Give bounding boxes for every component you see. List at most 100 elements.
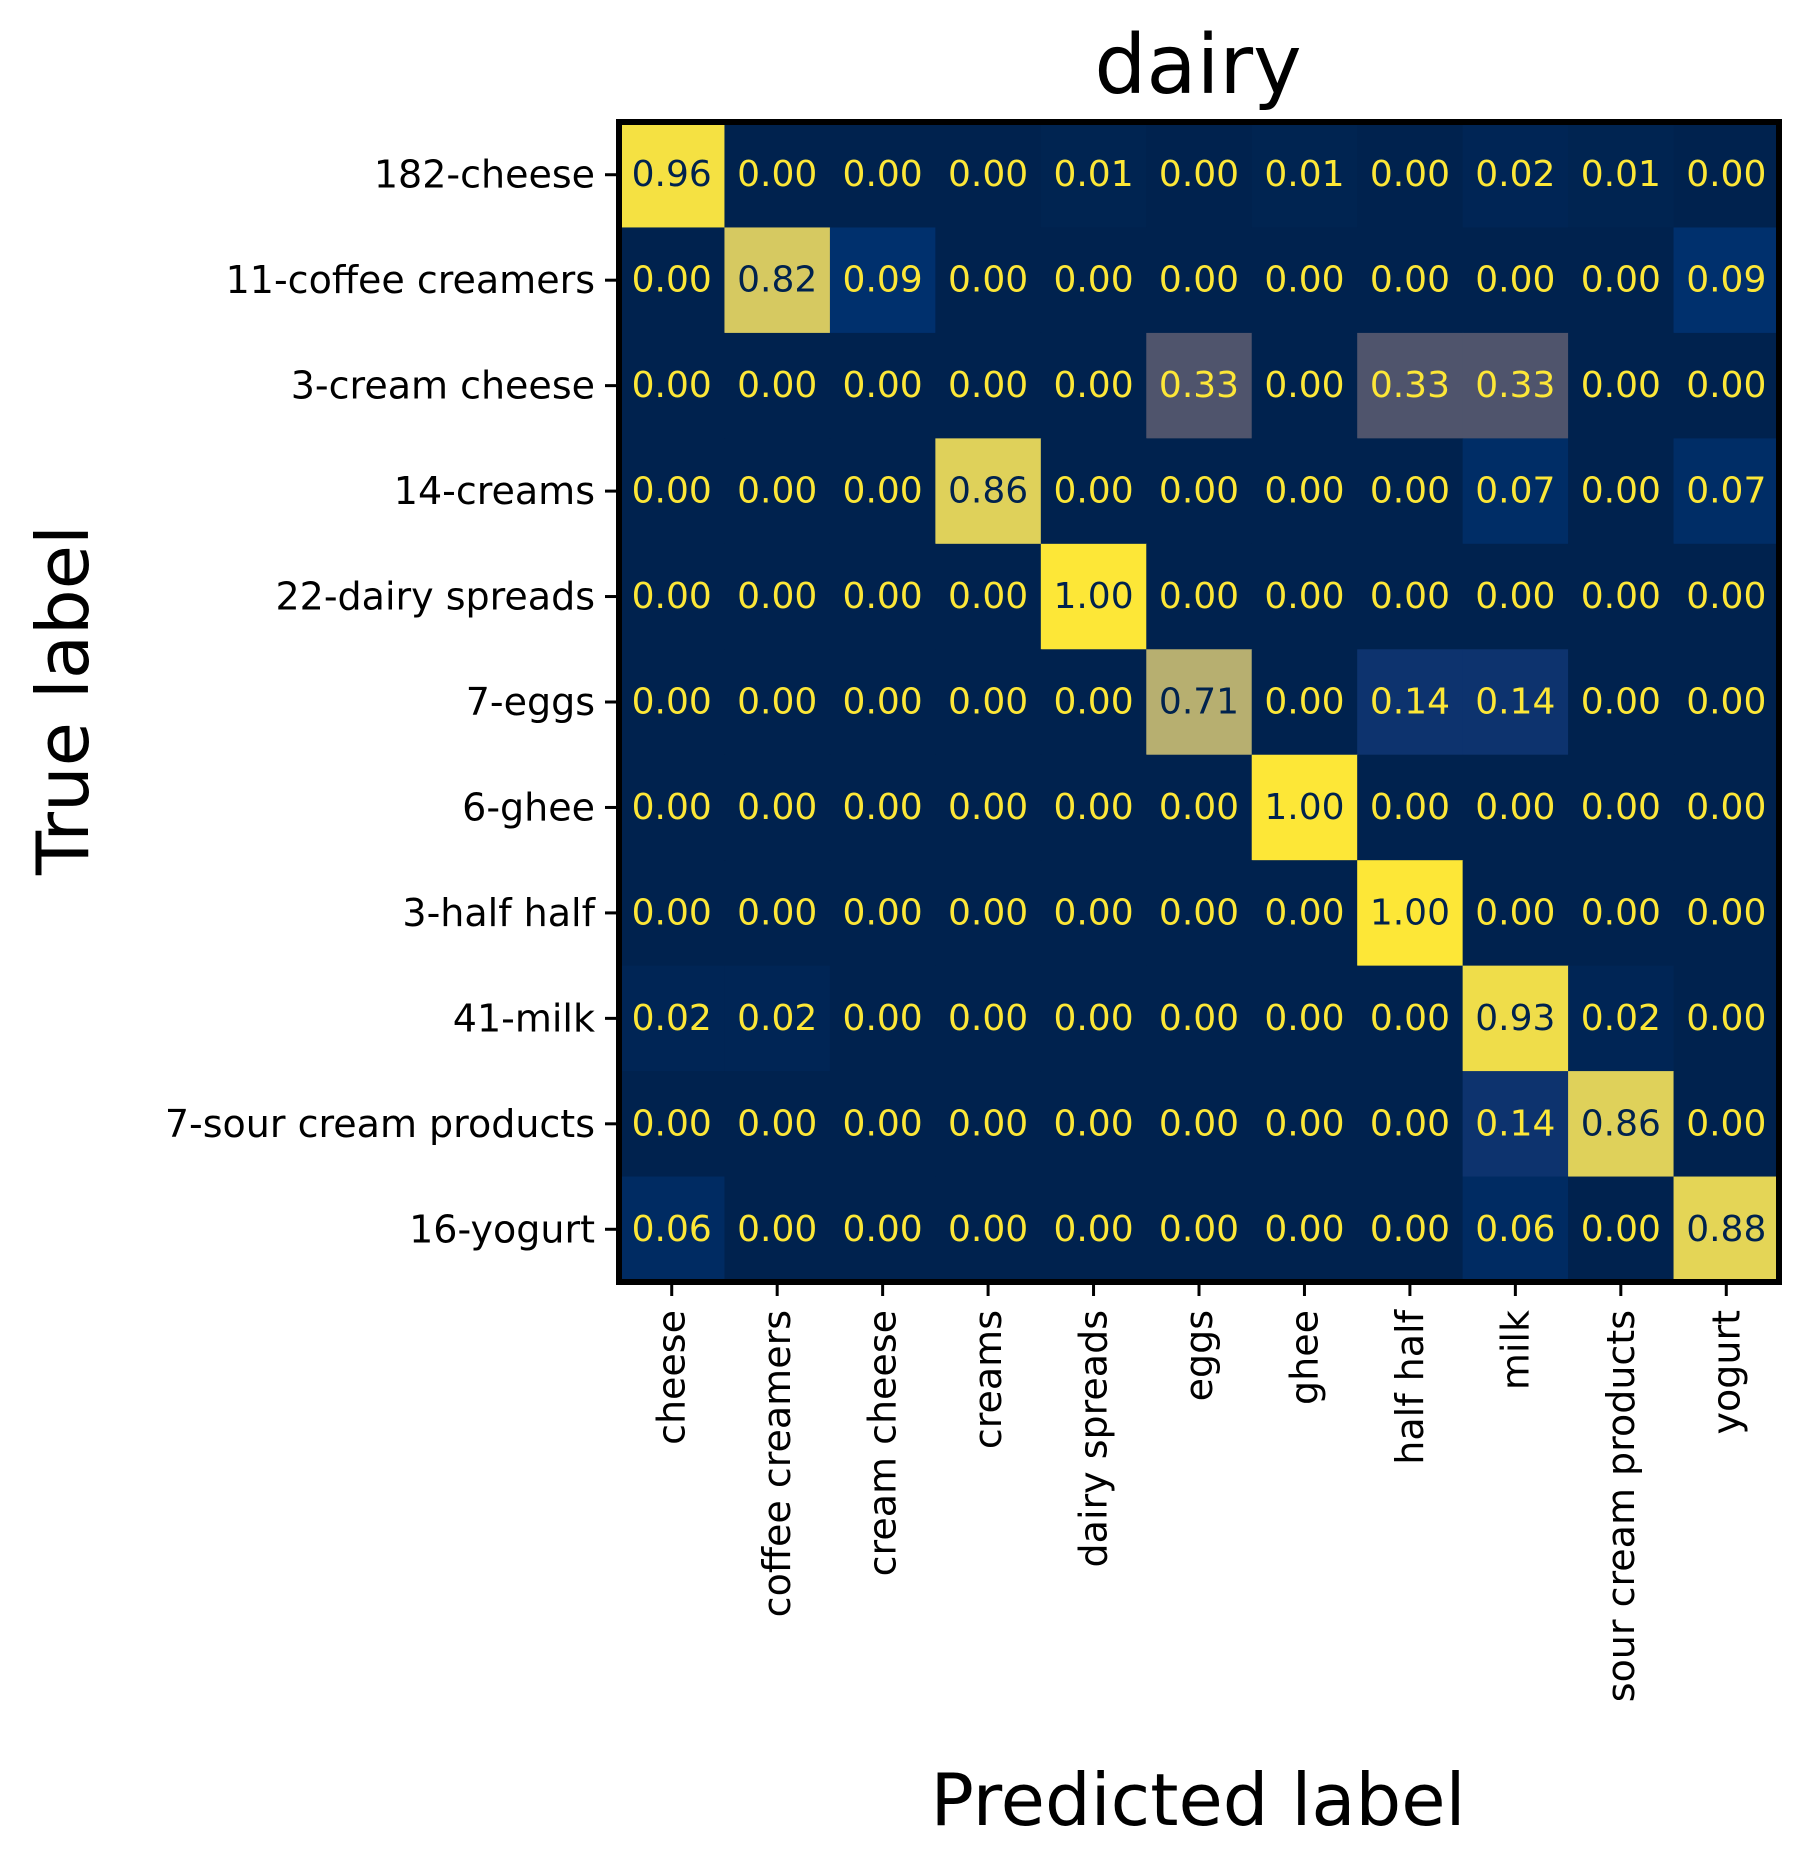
cell-value-label: 0.00 bbox=[1159, 154, 1239, 195]
cell-value-label: 0.93 bbox=[1475, 998, 1555, 1039]
heatmap-cell bbox=[1251, 1071, 1358, 1178]
cell-value-label: 1.00 bbox=[1370, 892, 1450, 933]
cell-value-label: 0.00 bbox=[1053, 365, 1133, 406]
y-axis-ticks: 182-cheese 11-coffee creamers 3-cream chee… bbox=[165, 153, 616, 1251]
cell-value-label: 0.33 bbox=[1475, 365, 1555, 406]
cell-value-label: 0.00 bbox=[737, 1209, 817, 1250]
heatmap-cell bbox=[619, 1071, 726, 1178]
heatmap-cell bbox=[1357, 227, 1464, 334]
cell-value-label: 0.06 bbox=[1475, 1209, 1555, 1250]
heatmap-cell bbox=[1146, 1176, 1253, 1283]
cell-value-label: 0.00 bbox=[1053, 260, 1133, 301]
cell-value-label: 0.00 bbox=[1159, 787, 1239, 828]
cell-value-label: 0.00 bbox=[1053, 471, 1133, 512]
heatmap-cell bbox=[1673, 332, 1780, 439]
heatmap-cell bbox=[1040, 438, 1147, 545]
cell-value-label: 0.00 bbox=[737, 471, 817, 512]
heatmap-cell bbox=[1462, 965, 1569, 1072]
heatmap-cell bbox=[1146, 649, 1253, 756]
cell-value-label: 0.00 bbox=[1264, 260, 1344, 301]
heatmap-cell bbox=[1462, 122, 1569, 229]
cell-value-label: 0.00 bbox=[737, 576, 817, 617]
cell-value-label: 0.86 bbox=[948, 471, 1028, 512]
heatmap-cell bbox=[1040, 754, 1147, 861]
cell-value-label: 0.00 bbox=[843, 682, 923, 723]
heatmap-cell bbox=[1146, 438, 1253, 545]
heatmap-cell bbox=[619, 543, 726, 650]
heatmap-cell bbox=[1251, 965, 1358, 1072]
cell-value-label: 0.00 bbox=[737, 892, 817, 933]
cell-value-label: 0.01 bbox=[1053, 154, 1133, 195]
heatmap-cell bbox=[1357, 754, 1464, 861]
cell-value-label: 0.00 bbox=[1264, 1209, 1344, 1250]
heatmap-cell bbox=[1040, 122, 1147, 229]
heatmap-cell bbox=[1146, 965, 1253, 1072]
cell-value-label: 0.00 bbox=[1475, 576, 1555, 617]
cell-value-label: 0.02 bbox=[737, 998, 817, 1039]
heatmap-cell bbox=[1251, 332, 1358, 439]
cell-value-label: 0.00 bbox=[1053, 787, 1133, 828]
cell-value-label: 0.00 bbox=[1264, 1103, 1344, 1144]
heatmap-cell bbox=[724, 1176, 831, 1283]
heatmap-cell bbox=[1040, 860, 1147, 967]
cell-value-label: 0.07 bbox=[1686, 471, 1766, 512]
heatmap-cell bbox=[1673, 1071, 1780, 1178]
cell-value-label: 0.14 bbox=[1370, 682, 1450, 723]
x-tick-label: dairy spreads bbox=[1072, 1310, 1116, 1567]
cell-value-label: 0.00 bbox=[1053, 998, 1133, 1039]
x-axis-ticks: cheese coffee creamers cream cheese creams d… bbox=[650, 1285, 1748, 1702]
cell-value-label: 0.00 bbox=[1053, 1103, 1133, 1144]
cell-value-label: 0.00 bbox=[948, 154, 1028, 195]
cell-value-label: 0.00 bbox=[843, 154, 923, 195]
cell-value-label: 0.00 bbox=[632, 1103, 712, 1144]
cell-value-label: 0.00 bbox=[1581, 682, 1661, 723]
cell-value-label: 0.00 bbox=[843, 576, 923, 617]
cell-value-label: 0.00 bbox=[737, 682, 817, 723]
heatmap-cell bbox=[1357, 122, 1464, 229]
x-tick-label: cheese bbox=[650, 1310, 694, 1445]
cell-value-label: 0.00 bbox=[1686, 787, 1766, 828]
cell-value-label: 0.00 bbox=[1264, 682, 1344, 723]
heatmap-cell bbox=[724, 122, 831, 229]
heatmap-cell bbox=[1568, 227, 1675, 334]
x-tick-label: milk bbox=[1493, 1310, 1537, 1390]
cell-value-label: 0.00 bbox=[632, 682, 712, 723]
cell-value-label: 0.00 bbox=[843, 998, 923, 1039]
cell-value-label: 0.00 bbox=[843, 365, 923, 406]
heatmap-cell bbox=[935, 1071, 1042, 1178]
cell-value-label: 0.00 bbox=[1264, 471, 1344, 512]
heatmap-cell bbox=[724, 860, 831, 967]
heatmap-cell bbox=[724, 649, 831, 756]
heatmap-cell bbox=[829, 227, 936, 334]
heatmap-cell bbox=[1357, 1176, 1464, 1283]
cell-value-label: 0.00 bbox=[1581, 1209, 1661, 1250]
cell-value-label: 0.00 bbox=[1686, 576, 1766, 617]
heatmap-cell bbox=[1040, 227, 1147, 334]
heatmap-cell bbox=[724, 754, 831, 861]
heatmap-cell bbox=[1462, 649, 1569, 756]
cell-value-label: 0.00 bbox=[1053, 682, 1133, 723]
cell-value-label: 0.00 bbox=[1159, 260, 1239, 301]
heatmap-cell bbox=[619, 438, 726, 545]
heatmap-cell bbox=[1357, 1071, 1464, 1178]
cell-value-label: 0.02 bbox=[1581, 998, 1661, 1039]
cell-value-label: 0.86 bbox=[1581, 1103, 1661, 1144]
x-tick-label: coffee creamers bbox=[755, 1310, 799, 1617]
cell-value-label: 0.00 bbox=[1370, 787, 1450, 828]
heatmap-cell bbox=[829, 965, 936, 1072]
cell-value-label: 0.00 bbox=[1370, 1103, 1450, 1144]
cell-value-label: 0.00 bbox=[948, 682, 1028, 723]
heatmap-cell bbox=[619, 860, 726, 967]
heatmap-cell bbox=[829, 1071, 936, 1178]
cell-value-label: 0.00 bbox=[737, 365, 817, 406]
heatmap-cell bbox=[1357, 965, 1464, 1072]
heatmap-cell bbox=[1040, 332, 1147, 439]
cell-value-label: 0.00 bbox=[632, 787, 712, 828]
heatmap-cell bbox=[1040, 1176, 1147, 1283]
cell-value-label: 0.00 bbox=[948, 892, 1028, 933]
x-tick-label: ghee bbox=[1282, 1310, 1326, 1405]
cell-value-label: 0.88 bbox=[1686, 1209, 1766, 1250]
heatmap-cell bbox=[1673, 649, 1780, 756]
heatmap-cell bbox=[1568, 754, 1675, 861]
heatmap-cell bbox=[1251, 227, 1358, 334]
